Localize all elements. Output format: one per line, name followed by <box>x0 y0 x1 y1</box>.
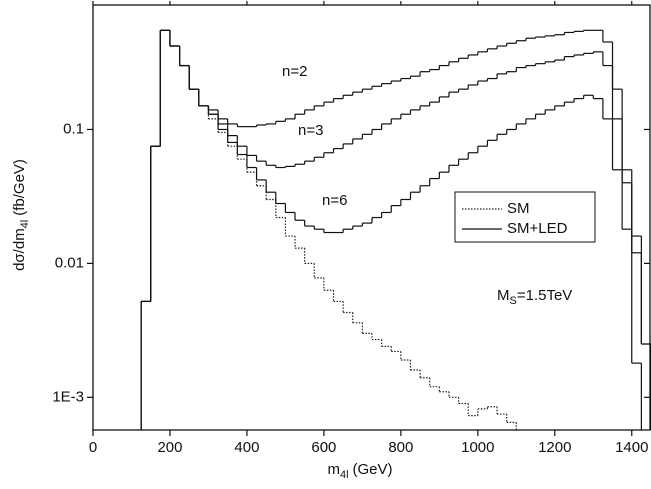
y-tick-label: 0.1 <box>63 120 84 137</box>
x-tick-label: 1400 <box>615 439 648 456</box>
x-tick-label: 200 <box>157 439 182 456</box>
y-title-main: dσ/dm <box>11 228 28 271</box>
y-axis-title: dσ/dm4l (fb/GeV) <box>11 159 31 271</box>
x-axis-title: m4l (GeV) <box>327 461 392 481</box>
x-tick-label: 0 <box>89 439 97 456</box>
annotation-rest: =1.5TeV <box>517 287 572 304</box>
annotation-main: M <box>497 287 510 304</box>
y-title-unit: (fb/GeV) <box>11 159 28 216</box>
legend: SM SM+LED <box>454 191 596 243</box>
x-tick-label: 1000 <box>461 439 494 456</box>
annotation-sub: S <box>510 295 517 307</box>
x-title-main: m <box>327 461 340 478</box>
x-title-unit: (GeV) <box>353 461 393 478</box>
x-title-sub: 4l <box>340 469 349 481</box>
x-tick-label: 600 <box>311 439 336 456</box>
plot-frame <box>92 4 651 431</box>
y-tick-label: 0.01 <box>55 254 84 271</box>
x-tick-label: 400 <box>234 439 259 456</box>
annotation: MS=1.5TeV <box>497 287 572 307</box>
x-tick-label: 800 <box>388 439 413 456</box>
plot-area <box>140 29 651 430</box>
curve-label: n=2 <box>282 63 307 80</box>
x-tick-label: 1200 <box>538 439 571 456</box>
y-title-sub: 4l <box>19 220 31 229</box>
curve-label: n=6 <box>322 192 347 209</box>
curve-label: n=3 <box>298 122 323 139</box>
legend-label: SM <box>507 200 530 217</box>
y-tick-label: 1E-3 <box>52 388 84 405</box>
legend-box <box>454 191 596 243</box>
legend-label: SM+LED <box>507 220 568 237</box>
